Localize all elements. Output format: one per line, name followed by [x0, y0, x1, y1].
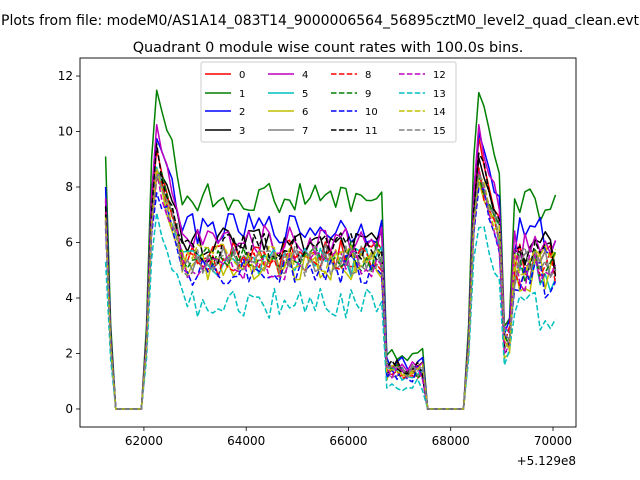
legend-label-3: 3 — [239, 126, 245, 137]
x-axis: 62000 64000 66000 68000 70000 — [125, 427, 572, 448]
x-tick-label: 62000 — [125, 434, 163, 448]
x-offset-label: +5.129e8 — [517, 454, 576, 468]
x-tick-label: 70000 — [534, 434, 572, 448]
legend-label-6: 6 — [302, 107, 308, 118]
series-line-10 — [104, 187, 557, 410]
series-line-9 — [104, 172, 557, 410]
legend-label-11: 11 — [365, 126, 378, 137]
figure-suptitle: Plots from file: modeM0/AS1A14_083T14_90… — [1, 13, 639, 29]
series-layer — [104, 89, 557, 410]
y-tick-label: 10 — [58, 125, 73, 139]
legend-label-14: 14 — [433, 107, 446, 118]
legend-label-7: 7 — [302, 126, 308, 137]
legend-label-10: 10 — [365, 107, 378, 118]
series-line-1 — [104, 89, 557, 410]
series-line-15 — [104, 172, 557, 410]
legend-label-9: 9 — [365, 89, 371, 100]
legend-label-0: 0 — [239, 70, 245, 81]
legend-label-15: 15 — [433, 126, 446, 137]
series-line-11 — [104, 143, 557, 410]
x-tick-label: 66000 — [329, 434, 367, 448]
chart-title: Quadrant 0 module wise count rates with … — [133, 40, 524, 56]
y-tick-label: 12 — [58, 69, 73, 83]
legend-label-13: 13 — [433, 89, 446, 100]
legend-label-2: 2 — [239, 107, 245, 118]
y-tick-label: 0 — [65, 402, 73, 416]
y-tick-label: 2 — [65, 346, 73, 360]
y-tick-label: 6 — [65, 236, 73, 250]
y-tick-label: 8 — [65, 180, 73, 194]
x-tick-label: 68000 — [432, 434, 470, 448]
legend-label-5: 5 — [302, 89, 308, 100]
y-tick-label: 4 — [65, 291, 73, 305]
x-tick-label: 64000 — [227, 434, 265, 448]
y-axis: 0 2 4 6 8 10 12 — [58, 69, 80, 416]
series-line-13 — [104, 212, 557, 410]
series-line-3 — [104, 156, 557, 410]
legend-label-1: 1 — [239, 89, 245, 100]
legend-frame — [200, 61, 457, 143]
legend-label-12: 12 — [433, 70, 446, 81]
legend-label-4: 4 — [302, 70, 308, 81]
legend-label-8: 8 — [365, 70, 371, 81]
